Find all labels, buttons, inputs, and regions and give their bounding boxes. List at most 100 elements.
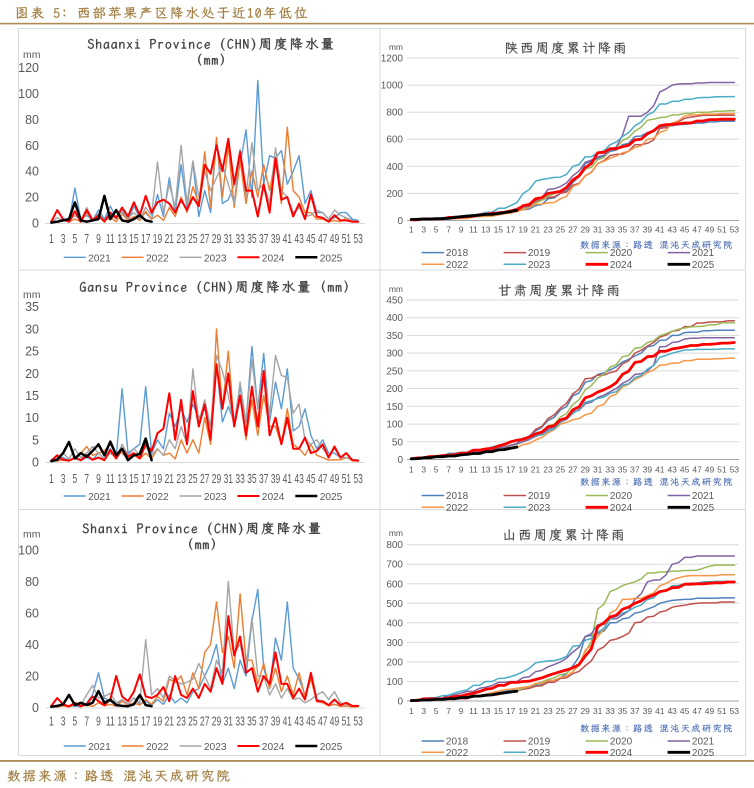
svg-text:2024: 2024: [262, 742, 285, 753]
svg-text:51: 51: [717, 225, 727, 235]
svg-text:23: 23: [176, 232, 185, 246]
svg-text:3: 3: [421, 465, 426, 475]
svg-text:25: 25: [188, 715, 197, 729]
svg-text:100: 100: [18, 543, 39, 557]
svg-text:37: 37: [630, 706, 640, 716]
svg-text:600: 600: [386, 579, 403, 590]
svg-text:23: 23: [176, 472, 185, 486]
svg-text:11: 11: [106, 472, 115, 486]
svg-text:2023: 2023: [528, 260, 551, 271]
svg-text:200: 200: [386, 384, 403, 395]
svg-text:mm: mm: [389, 284, 403, 294]
svg-text:2025: 2025: [320, 253, 343, 264]
svg-text:0: 0: [397, 455, 403, 466]
svg-text:23: 23: [543, 225, 553, 235]
svg-text:39: 39: [643, 465, 653, 475]
svg-text:15: 15: [494, 465, 504, 475]
svg-text:80: 80: [25, 113, 39, 127]
svg-text:13: 13: [117, 472, 126, 486]
svg-text:29: 29: [212, 472, 221, 486]
svg-text:40: 40: [25, 165, 39, 179]
svg-text:33: 33: [235, 472, 244, 486]
svg-text:500: 500: [386, 599, 403, 610]
svg-text:49: 49: [330, 232, 339, 246]
svg-text:800: 800: [386, 108, 403, 119]
svg-text:19: 19: [518, 706, 528, 716]
svg-text:7: 7: [84, 472, 89, 486]
svg-text:15: 15: [129, 232, 138, 246]
svg-text:9: 9: [96, 715, 101, 729]
svg-text:2020: 2020: [610, 248, 633, 259]
svg-text:2022: 2022: [446, 748, 469, 759]
svg-text:35: 35: [247, 715, 256, 729]
svg-text:5: 5: [434, 706, 439, 716]
svg-text:2021: 2021: [692, 248, 715, 259]
svg-text:60: 60: [25, 139, 39, 153]
svg-text:2018: 2018: [446, 491, 469, 502]
svg-text:5: 5: [32, 433, 39, 447]
svg-text:41: 41: [283, 232, 292, 246]
svg-text:49: 49: [705, 465, 715, 475]
svg-text:27: 27: [568, 706, 578, 716]
svg-text:2019: 2019: [528, 491, 551, 502]
svg-text:17: 17: [141, 232, 150, 246]
svg-text:300: 300: [386, 349, 403, 360]
svg-text:31: 31: [593, 706, 603, 716]
svg-text:19: 19: [518, 225, 528, 235]
svg-text:2024: 2024: [262, 253, 285, 264]
svg-text:400: 400: [386, 618, 403, 629]
svg-text:41: 41: [283, 715, 292, 729]
svg-text:35: 35: [618, 465, 628, 475]
svg-text:45: 45: [680, 225, 690, 235]
svg-text:15: 15: [129, 472, 138, 486]
svg-text:29: 29: [580, 225, 590, 235]
svg-text:27: 27: [200, 472, 209, 486]
svg-text:25: 25: [556, 465, 566, 475]
svg-text:15: 15: [494, 225, 504, 235]
svg-text:33: 33: [605, 465, 615, 475]
svg-text:47: 47: [318, 472, 327, 486]
svg-text:23: 23: [543, 706, 553, 716]
svg-text:31: 31: [593, 225, 603, 235]
svg-text:9: 9: [459, 706, 464, 716]
svg-text:3: 3: [421, 225, 426, 235]
svg-text:400: 400: [386, 162, 403, 173]
svg-text:15: 15: [494, 706, 504, 716]
svg-text:5: 5: [434, 465, 439, 475]
svg-text:37: 37: [259, 715, 268, 729]
svg-text:2020: 2020: [610, 491, 633, 502]
svg-text:37: 37: [630, 225, 640, 235]
svg-text:2020: 2020: [610, 737, 633, 748]
svg-text:0: 0: [397, 697, 403, 708]
svg-text:2022: 2022: [146, 742, 169, 753]
svg-text:17: 17: [506, 706, 516, 716]
svg-text:29: 29: [580, 465, 590, 475]
svg-text:37: 37: [259, 232, 268, 246]
svg-text:3: 3: [421, 706, 426, 716]
svg-text:31: 31: [224, 472, 233, 486]
svg-text:2025: 2025: [692, 260, 715, 271]
svg-text:2021: 2021: [692, 491, 715, 502]
svg-text:2023: 2023: [204, 253, 227, 264]
svg-text:7: 7: [446, 225, 451, 235]
svg-text:49: 49: [705, 706, 715, 716]
svg-text:49: 49: [330, 715, 339, 729]
svg-text:41: 41: [655, 225, 665, 235]
svg-text:200: 200: [386, 657, 403, 668]
svg-text:31: 31: [593, 465, 603, 475]
svg-text:23: 23: [176, 715, 185, 729]
svg-text:mm: mm: [23, 289, 41, 301]
svg-text:53: 53: [730, 706, 740, 716]
svg-text:45: 45: [680, 706, 690, 716]
svg-text:21: 21: [531, 465, 541, 475]
svg-text:15: 15: [25, 389, 39, 403]
svg-text:9: 9: [459, 465, 464, 475]
svg-text:19: 19: [153, 472, 162, 486]
svg-text:50: 50: [392, 437, 404, 448]
svg-text:300: 300: [386, 638, 403, 649]
svg-text:600: 600: [386, 135, 403, 146]
svg-text:45: 45: [306, 715, 315, 729]
svg-text:53: 53: [730, 225, 740, 235]
svg-text:33: 33: [605, 225, 615, 235]
svg-text:2025: 2025: [692, 503, 715, 514]
